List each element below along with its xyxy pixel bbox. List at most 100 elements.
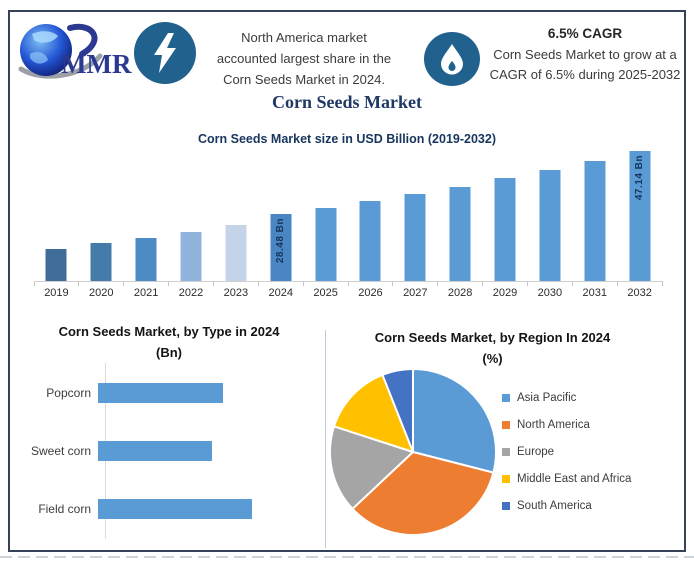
pie-slice-north-america — [351, 451, 495, 536]
legend-swatch-south-america — [502, 501, 510, 510]
type-label-popcorn: Popcorn — [46, 386, 91, 400]
logo-text: MMR — [61, 49, 132, 79]
axis-label-2025: 2025 — [313, 287, 338, 299]
legend-label-south-america: South America — [517, 499, 592, 512]
axis-label-2020: 2020 — [89, 287, 114, 299]
type-row-popcorn: Popcorn — [15, 364, 323, 422]
axis-label-2029: 2029 — [492, 287, 518, 299]
type-label-field-corn: Field corn — [38, 502, 91, 516]
type-bar-popcorn — [98, 383, 223, 403]
bar-2032: 47.14 Bn — [629, 151, 651, 281]
bar-2023 — [225, 225, 247, 281]
legend-item-middle-east-and-africa: Middle East and Africa — [502, 465, 631, 492]
bar-slot-2024: 28.48 Bn 2024 — [258, 141, 304, 299]
bar-2022 — [180, 232, 202, 281]
axis-label-2021: 2021 — [133, 287, 159, 299]
bar-2030 — [539, 170, 561, 281]
logo-swoosh-gray — [18, 53, 103, 79]
x-axis-line — [34, 281, 662, 282]
pie-slice-europe — [329, 425, 414, 510]
pie-slice-middle-east-and-africa — [333, 373, 414, 453]
legend-label-middle-east-and-africa: Middle East and Africa — [517, 472, 632, 485]
legend-swatch-asia-pacific — [502, 393, 510, 402]
note-line: accounted largest share in the — [216, 51, 392, 66]
bar-2019 — [45, 249, 67, 281]
bar-2028 — [449, 187, 471, 281]
axis-label-2032: 2032 — [627, 287, 652, 299]
bar-slot-2032: 47.14 Bn 2032 — [617, 141, 663, 299]
legend-item-europe: Europe — [502, 438, 631, 465]
logo-swoosh-navy — [67, 23, 98, 57]
axis-label-2026: 2026 — [358, 287, 383, 299]
legend-swatch-middle-east-and-africa — [502, 474, 510, 483]
bar-2029 — [494, 178, 516, 281]
bar-value-label-2024: 28.48 Bn — [275, 218, 287, 264]
frame-border — [8, 10, 686, 552]
lightning-icon — [154, 33, 176, 73]
pie-slice-asia-pacific — [412, 368, 497, 474]
bar-2020 — [90, 243, 112, 281]
bar-2024: 28.48 Bn — [270, 214, 292, 281]
type-bar-field-corn — [98, 499, 252, 519]
axis-label-2023: 2023 — [223, 287, 249, 299]
bar-value-label-2032: 47.14 Bn — [634, 155, 646, 201]
legend-item-south-america: South America — [502, 492, 631, 519]
bar-slot-2027: 2027 — [393, 141, 439, 299]
axis-label-2028: 2028 — [447, 287, 473, 299]
bar-slot-2030: 2030 — [527, 141, 573, 299]
type-row-sweet-corn: Sweet corn — [15, 422, 323, 480]
pie-slice-south-america — [381, 368, 414, 453]
note-line: CAGR of 6.5% during 2025-2032 — [489, 67, 681, 82]
annual-bar-plot: 2019 2020 2021 2022 2023 28.48 Bn 2024 2025 2026… — [34, 141, 663, 299]
bar-slot-2028: 2028 — [438, 141, 483, 299]
region-chart-title: Corn Seeds Market, by Region In 2024 — [374, 330, 611, 345]
bar-2021 — [135, 238, 157, 281]
bar-2027 — [404, 194, 426, 281]
type-chart-subtitle: (Bn) — [156, 345, 182, 360]
bar-slot-2026: 2026 — [348, 141, 394, 299]
region-legend: Asia Pacific North America Europe Middle Ea… — [502, 384, 631, 519]
flame-icon — [441, 44, 463, 75]
type-bar-sweet-corn — [98, 441, 212, 461]
lightning-badge — [134, 22, 196, 84]
cagr-heading: 6.5% CAGR — [547, 26, 623, 41]
region-pie-chart — [329, 368, 497, 536]
type-bar-plot: Popcorn Sweet corn Field corn — [15, 364, 323, 538]
bar-slot-2020: 2020 — [79, 141, 125, 299]
legend-label-north-america: North America — [517, 418, 590, 431]
legend-item-asia-pacific: Asia Pacific — [502, 384, 631, 411]
legend-label-europe: Europe — [517, 445, 555, 458]
legend-swatch-europe — [502, 447, 510, 456]
type-row-field-corn: Field corn — [15, 480, 323, 538]
bar-slot-2031: 2031 — [572, 141, 618, 299]
flame-badge — [424, 32, 480, 86]
highlight-left-note: North America market accounted largest s… — [198, 27, 410, 90]
axis-label-2019: 2019 — [44, 287, 69, 299]
region-chart-subtitle: (%) — [482, 351, 503, 366]
axis-label-2030: 2030 — [537, 287, 563, 299]
axis-label-2024: 2024 — [268, 287, 293, 299]
bar-2025 — [315, 208, 337, 281]
note-line: Corn Seeds Market to grow at a — [493, 47, 677, 62]
bar-slot-2021: 2021 — [124, 141, 169, 299]
note-line: North America market — [241, 30, 367, 45]
bar-2031 — [584, 161, 606, 281]
legend-item-north-america: North America — [502, 411, 631, 438]
bar-2026 — [359, 201, 381, 281]
page-title: Corn Seeds Market — [272, 92, 422, 112]
bottom-dashed-rule — [0, 556, 694, 558]
type-chart-title: Corn Seeds Market, by Type in 2024 — [58, 324, 280, 339]
bar-slot-2022: 2022 — [169, 141, 214, 299]
bar-slot-2029: 2029 — [483, 141, 528, 299]
bar-slot-2023: 2023 — [213, 141, 259, 299]
type-label-sweet-corn: Sweet corn — [30, 444, 91, 458]
legend-label-asia-pacific: Asia Pacific — [517, 391, 577, 404]
bar-slot-2025: 2025 — [303, 141, 349, 299]
bar-slot-2019: 2019 — [34, 141, 80, 299]
axis-label-2022: 2022 — [178, 287, 204, 299]
axis-label-2031: 2031 — [582, 287, 607, 299]
mmr-logo: MMR — [18, 23, 132, 79]
section-divider — [325, 330, 326, 548]
legend-swatch-north-america — [502, 420, 510, 429]
